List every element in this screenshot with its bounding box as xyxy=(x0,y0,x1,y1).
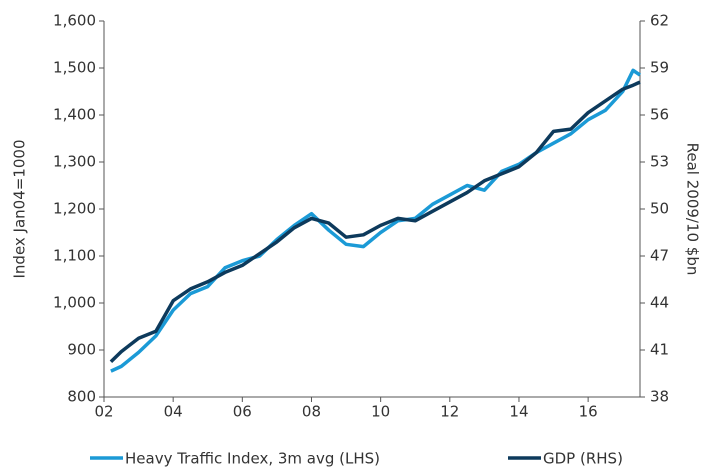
y2-tick-label: 62 xyxy=(650,12,669,30)
y2-tick-label: 41 xyxy=(650,341,669,359)
y-tick-label: 1,100 xyxy=(53,247,96,265)
y-tick-label: 1,600 xyxy=(53,12,96,30)
legend-label: GDP (RHS) xyxy=(543,450,623,468)
x-tick-label: 04 xyxy=(164,403,183,421)
y-tick-label: 900 xyxy=(67,341,96,359)
y-tick-label: 1,200 xyxy=(53,200,96,218)
y2-tick-label: 47 xyxy=(650,247,669,265)
y2-tick-label: 44 xyxy=(650,294,669,312)
series-line xyxy=(109,80,641,364)
y2-tick-label: 53 xyxy=(650,153,669,171)
y-axis-label: Index Jan04=1000 xyxy=(11,139,29,278)
x-tick-label: 06 xyxy=(233,403,252,421)
series-line xyxy=(110,68,641,373)
y-tick-label: 1,500 xyxy=(53,59,96,77)
y-tick-label: 1,400 xyxy=(53,106,96,124)
y2-tick-label: 38 xyxy=(650,388,669,406)
x-tick-label: 02 xyxy=(94,403,113,421)
y-tick-label: 1,300 xyxy=(53,153,96,171)
x-tick-label: 10 xyxy=(371,403,390,421)
y2-tick-label: 50 xyxy=(650,200,669,218)
x-tick-label: 12 xyxy=(440,403,459,421)
x-tick-label: 08 xyxy=(302,403,321,421)
y2-tick-label: 59 xyxy=(650,59,669,77)
x-tick-label: 14 xyxy=(509,403,528,421)
legend-label: Heavy Traffic Index, 3m avg (LHS) xyxy=(125,450,380,468)
x-tick-label: 16 xyxy=(579,403,598,421)
y-tick-label: 1,000 xyxy=(53,294,96,312)
y2-axis-label: Real 2009/10 $bn xyxy=(684,143,702,276)
y-tick-label: 800 xyxy=(67,388,96,406)
y2-tick-label: 56 xyxy=(650,106,669,124)
